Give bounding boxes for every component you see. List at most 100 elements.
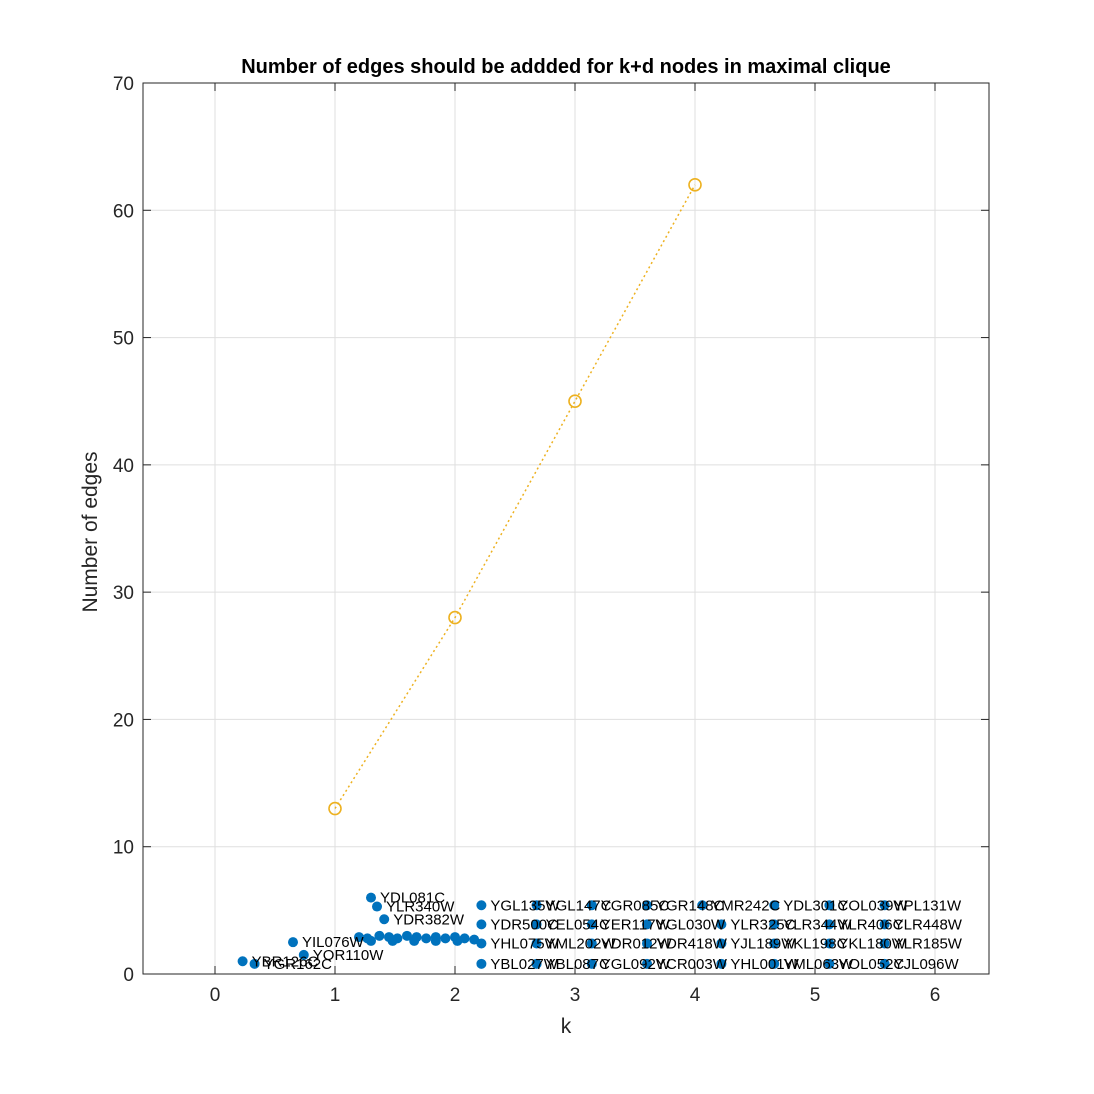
series-line xyxy=(334,184,696,809)
scatter-point xyxy=(879,919,890,930)
axes-box xyxy=(142,82,990,975)
scatter-point xyxy=(452,935,463,946)
scatter-point xyxy=(249,958,260,969)
point-label: YHL075W xyxy=(490,935,559,952)
chart-title: Number of edges should be addded for k+d… xyxy=(241,56,891,78)
scatter-point xyxy=(409,935,420,946)
y-tick-label: 30 xyxy=(113,583,134,604)
point-label: YKL198C xyxy=(783,935,847,952)
x-tick-label: 0 xyxy=(210,985,221,1006)
scatter-point xyxy=(769,938,780,949)
scatter-point xyxy=(374,930,385,941)
scatter-point xyxy=(354,932,364,943)
y-tick-label: 10 xyxy=(113,838,134,859)
scatter-point xyxy=(642,919,652,930)
scatter-point xyxy=(387,935,398,946)
scatter-point xyxy=(824,919,835,930)
x-tick-label: 6 xyxy=(930,985,941,1006)
scatter-point xyxy=(586,919,597,930)
point-label: YBL027W xyxy=(490,956,558,973)
scatter-point xyxy=(366,935,376,946)
series-marker xyxy=(688,178,702,192)
scatter-point xyxy=(769,919,780,930)
scatter-point xyxy=(531,919,542,930)
scatter-point xyxy=(879,938,890,949)
scatter-point xyxy=(769,900,780,911)
point-label: YBR126C xyxy=(252,953,319,970)
x-tick-label: 4 xyxy=(690,985,701,1006)
point-label: YDR012W xyxy=(601,935,673,952)
scatter-point xyxy=(237,956,248,967)
scatter-point xyxy=(476,958,487,969)
y-tick-label: 70 xyxy=(113,74,134,95)
point-label: YPL131W xyxy=(894,897,962,914)
scatter-point xyxy=(476,938,487,949)
point-label: YEL054C xyxy=(546,916,610,933)
scatter-point xyxy=(824,938,835,949)
y-tick-label: 0 xyxy=(123,965,134,986)
scatter-point xyxy=(769,958,780,969)
point-label: YOL052C xyxy=(838,956,904,973)
scatter-point xyxy=(642,958,652,969)
scatter-point xyxy=(440,933,451,944)
x-axis-label: k xyxy=(561,1015,572,1038)
scatter-point xyxy=(430,935,441,946)
point-label: YOR110W xyxy=(313,947,384,964)
point-label: YDR500C xyxy=(490,916,558,933)
line-series xyxy=(328,178,702,816)
point-label: YJL189W xyxy=(730,935,796,952)
point-label: YLR325C xyxy=(730,916,795,933)
x-tick-label: 5 xyxy=(810,985,821,1006)
x-tick-label: 2 xyxy=(450,985,461,1006)
point-label: YGR085C xyxy=(601,897,670,914)
series-marker xyxy=(448,610,462,625)
point-label: YOL039W xyxy=(838,897,908,914)
point-label: YGL092W xyxy=(601,956,671,973)
point-label: YJL096W xyxy=(894,956,960,973)
point-label: YML202W xyxy=(546,935,617,952)
scatter-point xyxy=(531,900,542,911)
point-label: YLR448W xyxy=(894,916,963,933)
scatter-point xyxy=(476,919,487,930)
point-label: YGL135W xyxy=(490,897,560,914)
scatter-point xyxy=(531,938,542,949)
series-marker xyxy=(568,394,582,409)
scatter-point xyxy=(716,938,727,949)
series-marker xyxy=(328,801,342,816)
scatter-point xyxy=(372,901,382,912)
scatter-point xyxy=(586,938,597,949)
scatter-point xyxy=(586,958,597,969)
y-axis-label: Number of edges xyxy=(79,451,102,612)
scatter-point xyxy=(716,919,727,930)
point-label: YKL180W xyxy=(838,935,906,952)
point-label: YGR148C xyxy=(656,897,725,914)
point-label: YBL087C xyxy=(546,956,610,973)
point-label: YDR382W xyxy=(393,911,465,928)
point-label: YDR418W xyxy=(656,935,728,952)
point-label: YMR242C xyxy=(711,897,780,914)
point-label: YML063W xyxy=(783,956,854,973)
point-label: YHL001W xyxy=(730,956,799,973)
scatter-point xyxy=(298,949,309,960)
point-label: YDL301C xyxy=(783,897,848,914)
scatter-point xyxy=(531,958,542,969)
scatter-point xyxy=(879,958,890,969)
x-tick-label: 3 xyxy=(570,985,581,1006)
scatter-point xyxy=(366,892,376,903)
scatter-point xyxy=(288,937,298,948)
scatter-point xyxy=(697,900,708,911)
scatter-point xyxy=(642,900,652,911)
scatter-point xyxy=(379,914,390,925)
y-tick-label: 40 xyxy=(113,456,134,477)
point-label: YLR406C xyxy=(838,916,903,933)
point-label: YGR162C xyxy=(264,956,333,973)
point-label: YGL030W xyxy=(656,916,726,933)
y-tick-label: 20 xyxy=(113,710,134,731)
scatter-point xyxy=(879,900,890,911)
point-label: YIL076W xyxy=(302,934,365,951)
x-tick-label: 1 xyxy=(330,985,341,1006)
